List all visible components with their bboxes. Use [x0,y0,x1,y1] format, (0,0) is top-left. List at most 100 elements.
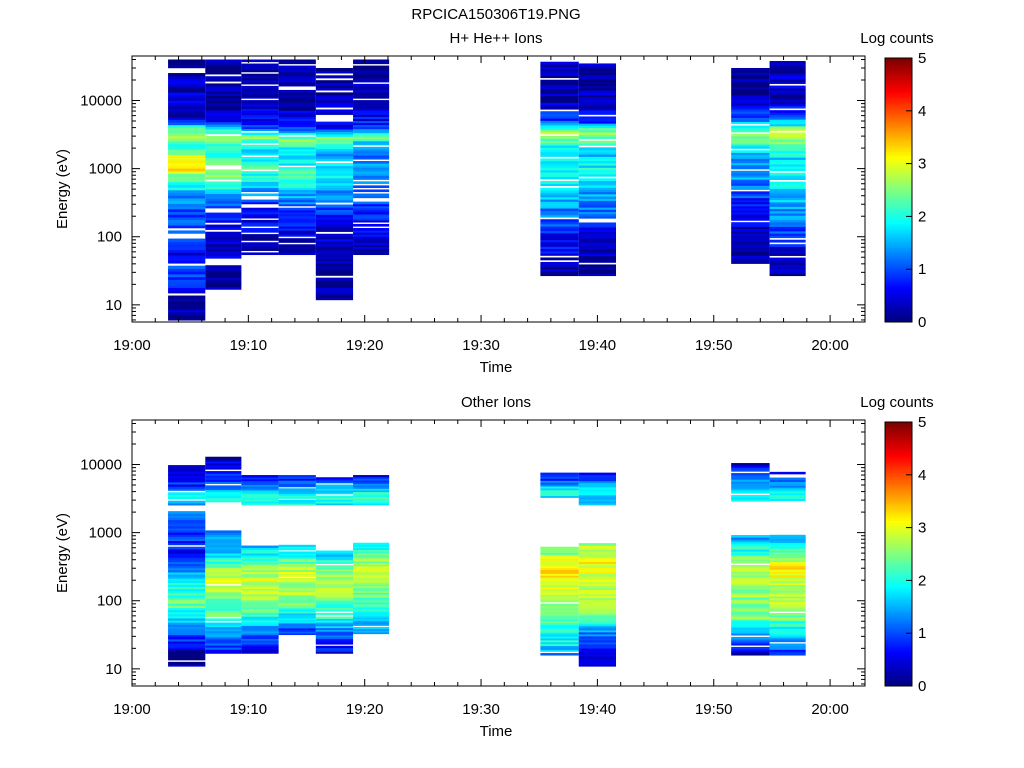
spectrogram-cell [278,489,316,493]
spectrogram-cell [315,636,354,640]
spectrogram-cell [769,215,806,218]
spectrogram-cell [315,501,354,504]
colorbar-swatch [885,190,912,193]
spectrogram-cell [731,580,770,584]
spectrogram-cell [278,584,316,587]
colorbar-frame [884,57,913,323]
spectrogram-cell [205,157,242,161]
spectrogram-cell [315,574,354,577]
spectrogram-cell [278,587,316,591]
spectrogram-cell [241,577,279,580]
spectrogram-cell [205,253,242,257]
spectrogram-cell [769,168,806,172]
spectrogram-cell [205,131,242,135]
spectrogram-cell [540,474,579,478]
colorbar-swatch [885,640,912,644]
spectrogram-cell [353,488,390,491]
spectrogram-cell [769,544,806,547]
spectrogram-cell [353,161,390,164]
spectrogram-cell [278,199,316,203]
spectrogram-cell [241,482,279,485]
spectrogram-cell [278,571,316,574]
spectrogram-cell [241,649,279,652]
spectrogram-cell [278,626,316,629]
spectrogram-cell [205,231,242,235]
spectrogram-cell [168,165,206,169]
colorbar-swatch [885,657,912,661]
spectrogram-cell [540,609,579,612]
spectrogram-cell [241,136,279,140]
colorbar-swatch [885,240,912,244]
spectrogram-cell [353,120,390,124]
spectrogram-cell [168,527,206,531]
spectrogram-cell [353,491,390,494]
spectrogram-cell [769,166,806,169]
spectrogram-cell [769,262,806,265]
spectrogram-cell [578,156,617,160]
spectrogram-cell [578,577,617,580]
colorbar-swatch [885,515,912,519]
spectrogram-cell [731,218,770,221]
spectrogram-cell [168,249,206,253]
colorbar-swatch [885,666,912,670]
spectrogram-cell [540,210,579,214]
spectrogram-cell [315,497,354,500]
spectrogram-cell [168,116,206,120]
spectrogram-cell [769,141,806,145]
spectrogram-cell [168,542,206,546]
spectrogram-cell [278,627,316,631]
spectrogram-cell [540,552,579,555]
spectrogram-cell [578,165,617,168]
spectrogram-cell [168,590,206,594]
spectrogram-cell [769,612,806,616]
spectrogram-cell [578,583,617,587]
spectrogram-cell [540,219,579,223]
colorbar-swatch [885,501,912,505]
spectrogram-cell [168,149,206,153]
spectrogram-cell [241,638,279,641]
spectrogram-cell [205,624,242,628]
colorbar-swatch [885,662,912,665]
spectrogram-cell [731,98,770,102]
spectrogram-cell [769,266,806,270]
spectrogram-cell [241,501,279,504]
spectrogram-cell [205,205,242,209]
spectrogram-cell [731,125,770,129]
spectrogram-cell [315,250,354,254]
spectrogram-cell [278,100,316,103]
colorbar-swatch [885,58,912,61]
spectrogram-cell [578,543,617,546]
spectrogram-cell [168,559,206,562]
spectrogram-cell [731,228,770,232]
spectrogram-cell [205,267,242,271]
spectrogram-cell [731,100,770,104]
spectrogram-cell [241,118,279,121]
spectrogram-cell [769,632,806,635]
spectrogram-cell [205,458,242,462]
colorbar-swatch [885,317,912,321]
spectrogram-cell [278,607,316,611]
spectrogram-cell [168,119,206,123]
spectrogram-cell [241,85,279,89]
colorbar-swatch [885,161,912,165]
spectrogram-cell [731,144,770,147]
spectrogram-cell [168,81,206,85]
colorbar-swatch [885,479,912,483]
spectrogram-cell [540,578,579,582]
spectrogram-cell [353,484,390,488]
spectrogram-cell [205,597,242,601]
spectrogram-cell [315,645,354,649]
spectrogram-cell [540,151,579,155]
colorbar-swatch [885,110,912,114]
spectrogram-cell [168,569,206,573]
spectrogram-cell [540,97,579,101]
spectrogram-cell [168,511,206,514]
spectrogram-cell [769,534,806,538]
spectrogram-cell [241,236,279,239]
spectrogram-cell [769,81,806,84]
spectrogram-cell [315,550,354,553]
colorbar-swatch [885,443,912,447]
colorbar-swatch [885,178,912,181]
spectrogram-cell [353,602,390,605]
spectrogram-cell [540,624,579,628]
